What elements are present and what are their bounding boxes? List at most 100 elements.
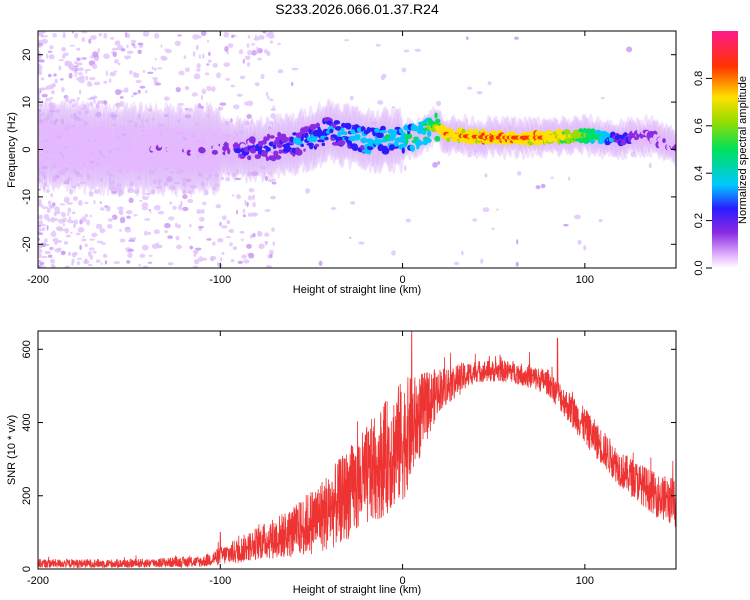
noise-blob (432, 162, 438, 168)
noise-blob (230, 118, 233, 123)
ridge-blob (387, 138, 391, 142)
noise-blob (256, 46, 259, 52)
noise-blob (113, 70, 118, 73)
noise-blob (79, 244, 82, 251)
noise-blob (262, 31, 267, 34)
ridge-halo (97, 110, 104, 197)
noise-blob (252, 212, 258, 217)
noise-blob (141, 206, 149, 211)
noise-blob (182, 181, 187, 188)
noise-blob (436, 161, 441, 165)
ridge-halo (105, 110, 111, 197)
noise-blob (58, 65, 62, 71)
noise-blob (474, 149, 477, 153)
noise-blob (102, 253, 108, 258)
ridge-blob (39, 145, 45, 153)
noise-blob (484, 173, 488, 178)
noise-blob (38, 88, 41, 94)
noise-blob (61, 250, 66, 254)
spectrogram-xtick-label: -200 (27, 274, 49, 286)
noise-blob (247, 35, 251, 39)
noise-blob (214, 184, 220, 187)
noise-blob (70, 98, 76, 103)
noise-blob (41, 265, 47, 268)
noise-blob (155, 82, 162, 86)
noise-blob (62, 155, 65, 160)
noise-blob (219, 102, 227, 106)
noise-blob (42, 149, 50, 154)
noise-blob (95, 259, 101, 263)
noise-blob (50, 258, 56, 264)
noise-blob (202, 201, 207, 206)
noise-blob (482, 207, 490, 213)
ridge-blob (161, 152, 170, 160)
noise-blob (194, 259, 200, 263)
ridge-blob (380, 125, 386, 132)
noise-blob (220, 257, 223, 262)
noise-blob (191, 92, 198, 97)
noise-blob (177, 118, 181, 123)
noise-blob (82, 120, 89, 127)
noise-blob (249, 234, 253, 239)
ridge-blob (374, 128, 380, 133)
noise-blob (221, 225, 228, 229)
noise-blob (344, 39, 350, 42)
noise-blob (157, 178, 163, 183)
noise-blob (229, 242, 233, 247)
noise-blob (187, 190, 193, 195)
noise-blob (147, 231, 152, 235)
ridge-blob (211, 149, 218, 155)
noise-blob (272, 105, 275, 110)
noise-blob (350, 201, 356, 205)
noise-blob (71, 31, 74, 34)
noise-blob (205, 177, 210, 180)
ridge-blob (393, 141, 399, 147)
noise-blob (93, 99, 96, 104)
ridge-blob (42, 162, 51, 166)
ridge-blob (329, 128, 334, 134)
noise-blob (221, 215, 227, 221)
noise-blob (103, 80, 108, 84)
ridge-blob (47, 131, 56, 137)
ridge-blob (300, 144, 305, 147)
noise-blob (257, 231, 263, 237)
noise-blob (583, 245, 587, 251)
noise-blob (318, 260, 323, 266)
noise-blob (225, 236, 232, 239)
noise-blob (116, 183, 122, 188)
noise-blob (72, 103, 76, 108)
noise-blob (100, 262, 103, 265)
spectrogram-xtick-label: 100 (576, 274, 594, 286)
noise-blob (239, 230, 245, 234)
noise-blob (487, 81, 492, 85)
noise-blob (225, 78, 230, 81)
noise-blob (260, 73, 265, 80)
noise-blob (206, 114, 210, 118)
noise-blob (435, 100, 442, 107)
noise-blob (210, 255, 217, 261)
ridge-blob (195, 134, 203, 141)
ridge-blob (292, 132, 297, 136)
ridge-blob (224, 143, 229, 149)
ridge-blob (277, 131, 282, 138)
noise-blob (78, 174, 83, 178)
ridge-blob (405, 138, 409, 145)
noise-blob (252, 194, 256, 200)
noise-blob (403, 165, 407, 172)
ridge-blob (46, 138, 53, 145)
noise-blob (540, 183, 546, 189)
noise-blob (78, 200, 83, 206)
noise-blob (47, 200, 52, 205)
noise-blob (380, 74, 385, 81)
noise-blob (49, 109, 55, 113)
noise-blob (126, 260, 131, 264)
noise-blob (104, 260, 108, 265)
ridge-blob (343, 131, 348, 136)
noise-blob (71, 211, 76, 215)
ridge-blob (229, 134, 237, 142)
noise-blob (142, 70, 146, 73)
noise-blob (38, 264, 42, 268)
noise-blob (71, 252, 77, 258)
noise-blob (177, 224, 181, 229)
noise-blob (148, 254, 153, 257)
